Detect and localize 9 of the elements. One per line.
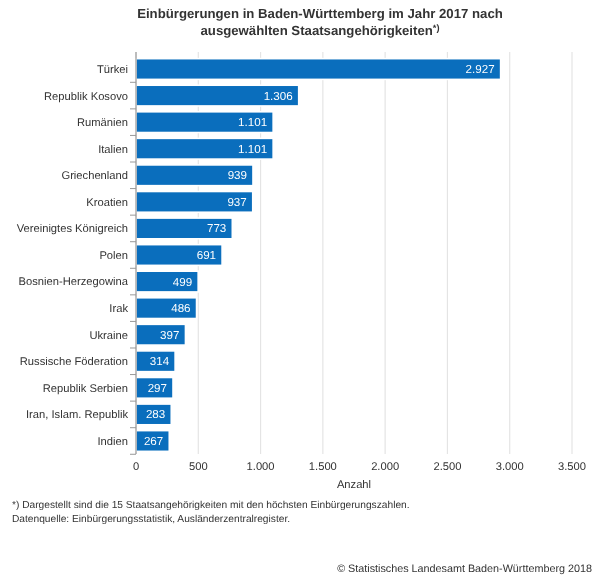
bar [135,57,502,81]
bar [135,217,234,240]
bar [135,110,274,134]
bar [135,190,254,214]
bar [135,164,254,187]
bar [135,270,199,293]
bar [135,243,223,267]
bar [135,84,300,107]
bar [135,137,274,160]
